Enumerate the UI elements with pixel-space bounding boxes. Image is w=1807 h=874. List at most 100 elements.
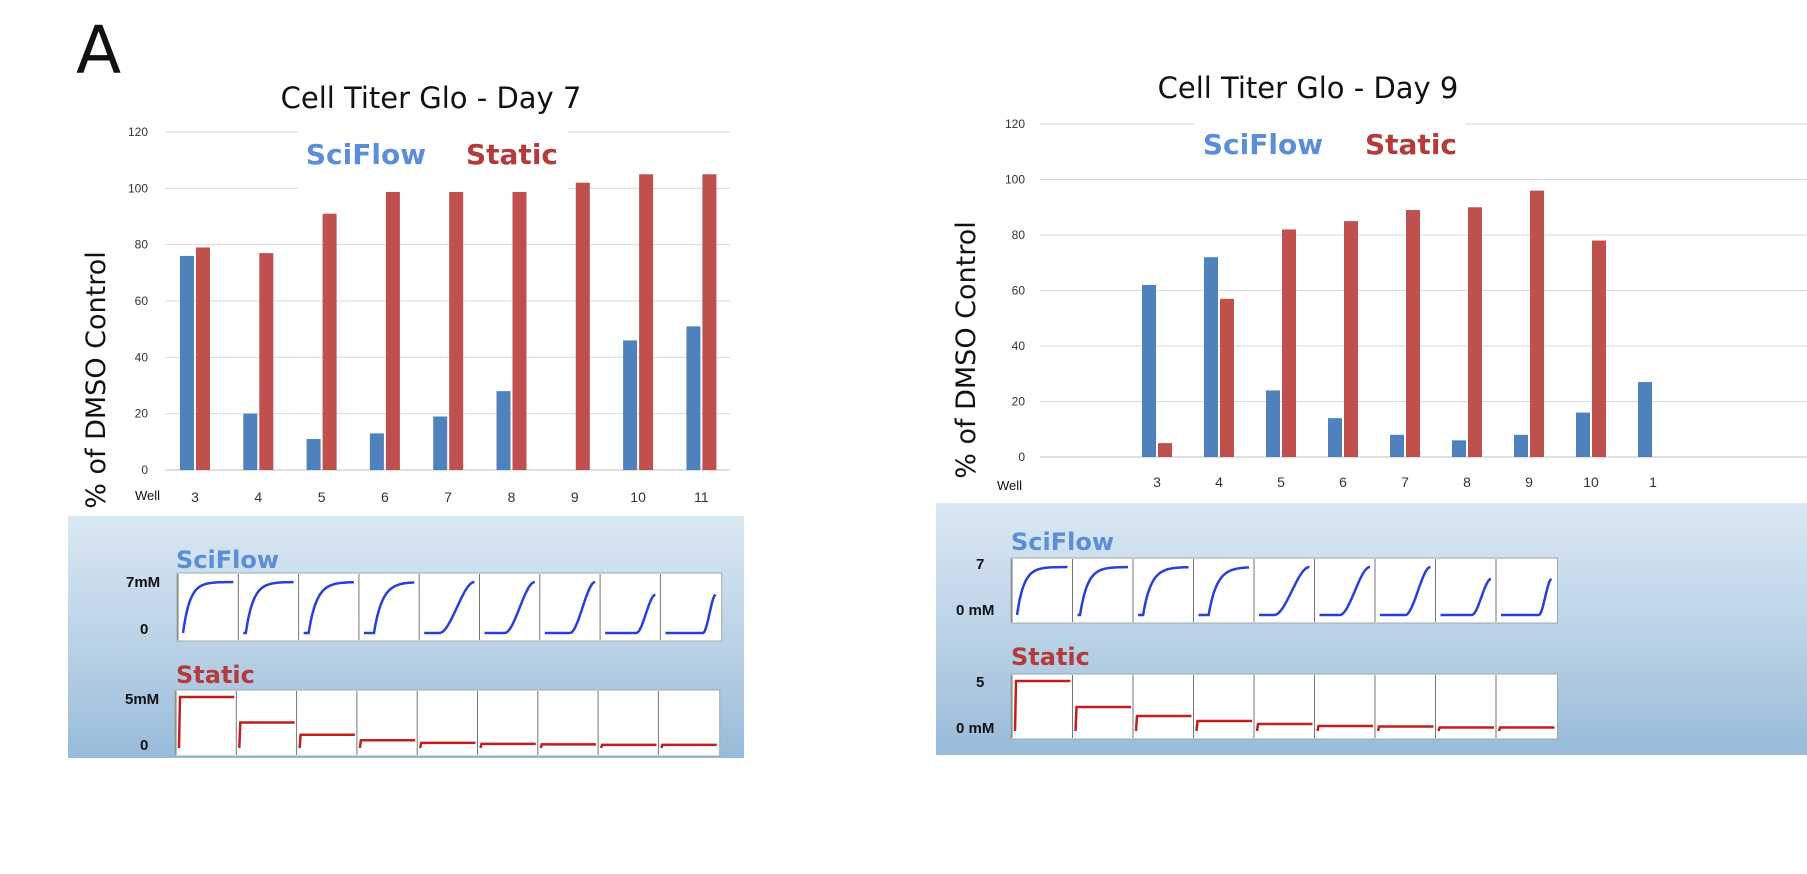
static-concentration-curve	[1074, 705, 1131, 732]
static-bar-well-5	[322, 213, 337, 470]
static-concentration-curve	[1497, 726, 1555, 732]
y-tick-label: 40	[135, 350, 149, 364]
chart-svg-day7: 0 20 40 60 80 100 120 3 4 5 6 7 8 9 10 11 Cell Titer G…	[81, 81, 730, 509]
x-axis-name: Well	[135, 488, 160, 503]
x-tick-label: 9	[571, 489, 579, 505]
sciflow-bar-well-5	[306, 439, 321, 470]
sciflow-top-label: 7mM	[126, 574, 160, 591]
y-tick-label: 100	[1005, 173, 1025, 187]
y-tick-label: 60	[1012, 284, 1026, 298]
x-tick-labels: 3 4 5 6 7 8 9 10 1	[1153, 474, 1657, 490]
sciflow-bar-well-9	[1514, 434, 1528, 457]
x-tick-label: 4	[254, 489, 262, 505]
static-top-label: 5mM	[125, 691, 159, 708]
sciflow-bar-well-4	[243, 413, 258, 470]
sciflow-concentration-curve	[424, 580, 475, 635]
sciflow-bar-well-10	[623, 340, 638, 470]
static-top-label: 5	[976, 674, 984, 691]
legend-static: Static	[1365, 128, 1457, 161]
chart-title: Cell Titer Glo - Day 9	[1158, 71, 1459, 105]
sciflow-bar-well-6	[369, 433, 384, 470]
static-bar-well-10	[1592, 240, 1606, 457]
x-tick-label: 8	[508, 489, 516, 505]
static-concentration-curve	[1195, 719, 1252, 732]
static-concentration-curve	[1255, 722, 1313, 732]
sciflow-profile-cells	[1010, 557, 1558, 624]
sciflow-bar-well-3	[1142, 284, 1156, 457]
static-concentration-curve	[539, 743, 597, 749]
y-axis-label: % of DMSO Control	[81, 251, 112, 509]
x-tick-label: 7	[444, 489, 452, 505]
sciflow-bar-well-11	[686, 326, 701, 470]
static-bar-well-11	[702, 174, 717, 470]
x-tick-label: 3	[1153, 474, 1161, 490]
y-tick-label: 120	[1005, 117, 1025, 131]
static-bar-well-7	[449, 188, 464, 470]
static-bar-well-10	[639, 174, 654, 470]
static-bar-well-3	[196, 247, 210, 470]
x-tick-label: 11	[694, 489, 709, 505]
y-tick-label: 0	[1018, 450, 1025, 464]
sciflow-concentration-curve	[1380, 565, 1431, 617]
sciflow-concentration-curve	[605, 593, 656, 635]
y-tick-label: 100	[128, 181, 148, 195]
sciflow-concentration-curve	[1077, 565, 1128, 617]
panel-label: A	[76, 12, 122, 89]
sciflow-top-label: 7	[976, 556, 984, 573]
static-bar-well-3	[1158, 443, 1172, 457]
bar-chart-day7: 0 20 40 60 80 100 120 3 4 5 6 7 8 9 10 11 Cell Titer G…	[70, 70, 750, 510]
bars	[180, 174, 717, 470]
sciflow-concentration-curve	[544, 580, 596, 635]
x-tick-label: 5	[318, 489, 326, 505]
legend-sciflow: SciFlow	[1203, 128, 1323, 161]
bars	[1142, 190, 1652, 457]
sciflow-bar-well-7	[433, 416, 448, 470]
sciflow-bar-well-3	[180, 255, 194, 470]
static-bar-well-9	[575, 182, 590, 470]
static-concentration-curve	[418, 741, 476, 749]
sciflow-concentration-curve	[181, 580, 234, 634]
static-concentration-curve	[238, 721, 295, 749]
legend-sciflow: SciFlow	[306, 138, 426, 171]
profile-svg-day9: SciFlow 7 0 mM Static 5 0 mM	[956, 528, 1558, 740]
sciflow-bar-well-6	[1328, 418, 1342, 457]
static-concentration-curve	[1013, 679, 1071, 732]
sciflow-concentration-curve	[1501, 578, 1553, 617]
x-tick-label: 10	[630, 489, 646, 505]
sciflow-bar-well-5	[1266, 390, 1280, 457]
x-tick-label: 8	[1463, 474, 1471, 490]
sciflow-concentration-curve	[1138, 565, 1189, 617]
sciflow-bar-well-1	[1638, 382, 1652, 457]
y-tick-label: 60	[135, 294, 149, 308]
x-tick-labels: 3 4 5 6 7 8 9 10 11	[191, 489, 709, 505]
static-profile-cells	[174, 689, 721, 757]
sciflow-bar-well-7	[1390, 434, 1404, 457]
x-tick-label: 4	[1215, 474, 1223, 490]
static-concentration-curve	[1316, 724, 1373, 732]
static-bar-well-6	[1344, 221, 1358, 457]
sciflow-bar-well-4	[1204, 257, 1218, 457]
y-tick-label: 80	[1012, 228, 1026, 242]
static-profile-label: Static	[1011, 643, 1090, 671]
static-concentration-curve	[1437, 726, 1494, 732]
static-concentration-curve	[298, 733, 355, 749]
sciflow-bottom-label: 0 mM	[956, 602, 994, 619]
static-concentration-curve	[599, 743, 657, 749]
sciflow-bar-well-8	[1452, 440, 1466, 457]
y-tick-label: 80	[135, 238, 149, 252]
sciflow-profile-cells	[176, 572, 723, 642]
y-tick-labels: 0 20 40 60 80 100 120	[128, 125, 148, 477]
static-concentration-curve	[358, 739, 416, 749]
x-tick-label: 6	[381, 489, 389, 505]
legend-static: Static	[466, 138, 558, 171]
y-tick-label: 0	[141, 463, 148, 477]
sciflow-concentration-curve	[484, 580, 536, 635]
static-bar-well-4	[1220, 298, 1234, 457]
x-tick-label: 5	[1277, 474, 1285, 490]
static-bar-well-8	[512, 188, 527, 470]
static-profile-cells	[1010, 673, 1558, 740]
chart-svg-day9: 0 20 40 60 80 100 120 3 4 5 6 7 8 9 10 1 Cell Titer Gl…	[951, 71, 1807, 493]
sciflow-concentration-curve	[1198, 566, 1250, 617]
static-bar-well-6	[385, 182, 400, 470]
y-tick-label: 20	[1012, 395, 1026, 409]
